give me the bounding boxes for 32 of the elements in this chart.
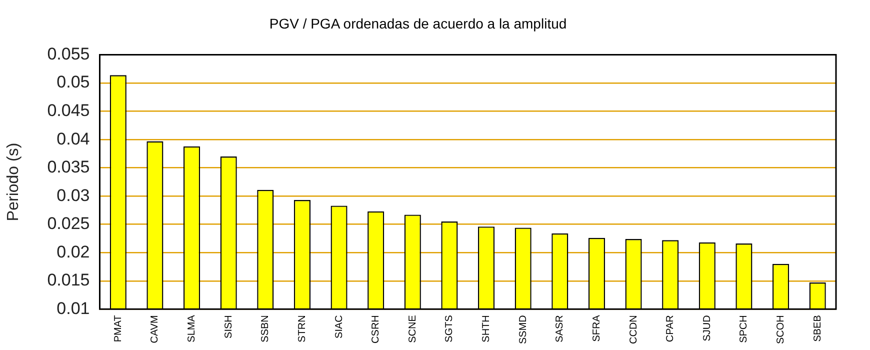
chart-title: PGV / PGA ordenadas de acuerdo a la amplitud [269, 15, 567, 32]
x-tick-label: SLMA [186, 314, 198, 342]
x-tick-label: SCNE [407, 314, 418, 343]
y-tick-label: 0.01 [56, 298, 90, 318]
y-tick-label: 0.045 [47, 101, 90, 120]
y-axis-title: Periodo (s) [5, 142, 22, 222]
y-tick-label: 0.03 [56, 186, 90, 205]
x-tick-label: SASR [554, 315, 566, 342]
x-tick-label: SIAC [334, 315, 345, 338]
y-tick-label: 0.04 [56, 129, 90, 148]
y-tick-label: 0.015 [47, 270, 90, 290]
x-tick-label: SBEB [812, 314, 824, 342]
x-tick-label: SCOH [776, 315, 787, 344]
y-tick-label: 0.025 [47, 214, 90, 234]
x-tick-label: CCDN [628, 315, 640, 344]
x-tick-label: SISH [223, 315, 234, 338]
x-tick-label: SGTS [444, 314, 456, 342]
x-tick-label: CAVM [150, 315, 161, 344]
x-tick-label: STRN [296, 315, 308, 342]
x-tick-label: SSMD [518, 315, 529, 344]
x-tick-label: SJUD [702, 315, 713, 342]
y-tick-label: 0.035 [47, 158, 90, 177]
x-tick-label: SHTH [481, 315, 492, 342]
y-tick-label: 0.02 [56, 242, 90, 262]
x-tick-label: PMAT [112, 315, 124, 342]
x-tick-label: SSBN [260, 315, 272, 342]
y-tick-label: 0.055 [47, 44, 90, 64]
x-tick-label: CSRH [370, 315, 382, 344]
x-tick-label: SPCH [738, 315, 750, 343]
x-tick-label: CPAR [665, 315, 676, 342]
y-tick-label: 0.05 [56, 72, 90, 92]
x-tick-label: SFRA [591, 314, 602, 342]
